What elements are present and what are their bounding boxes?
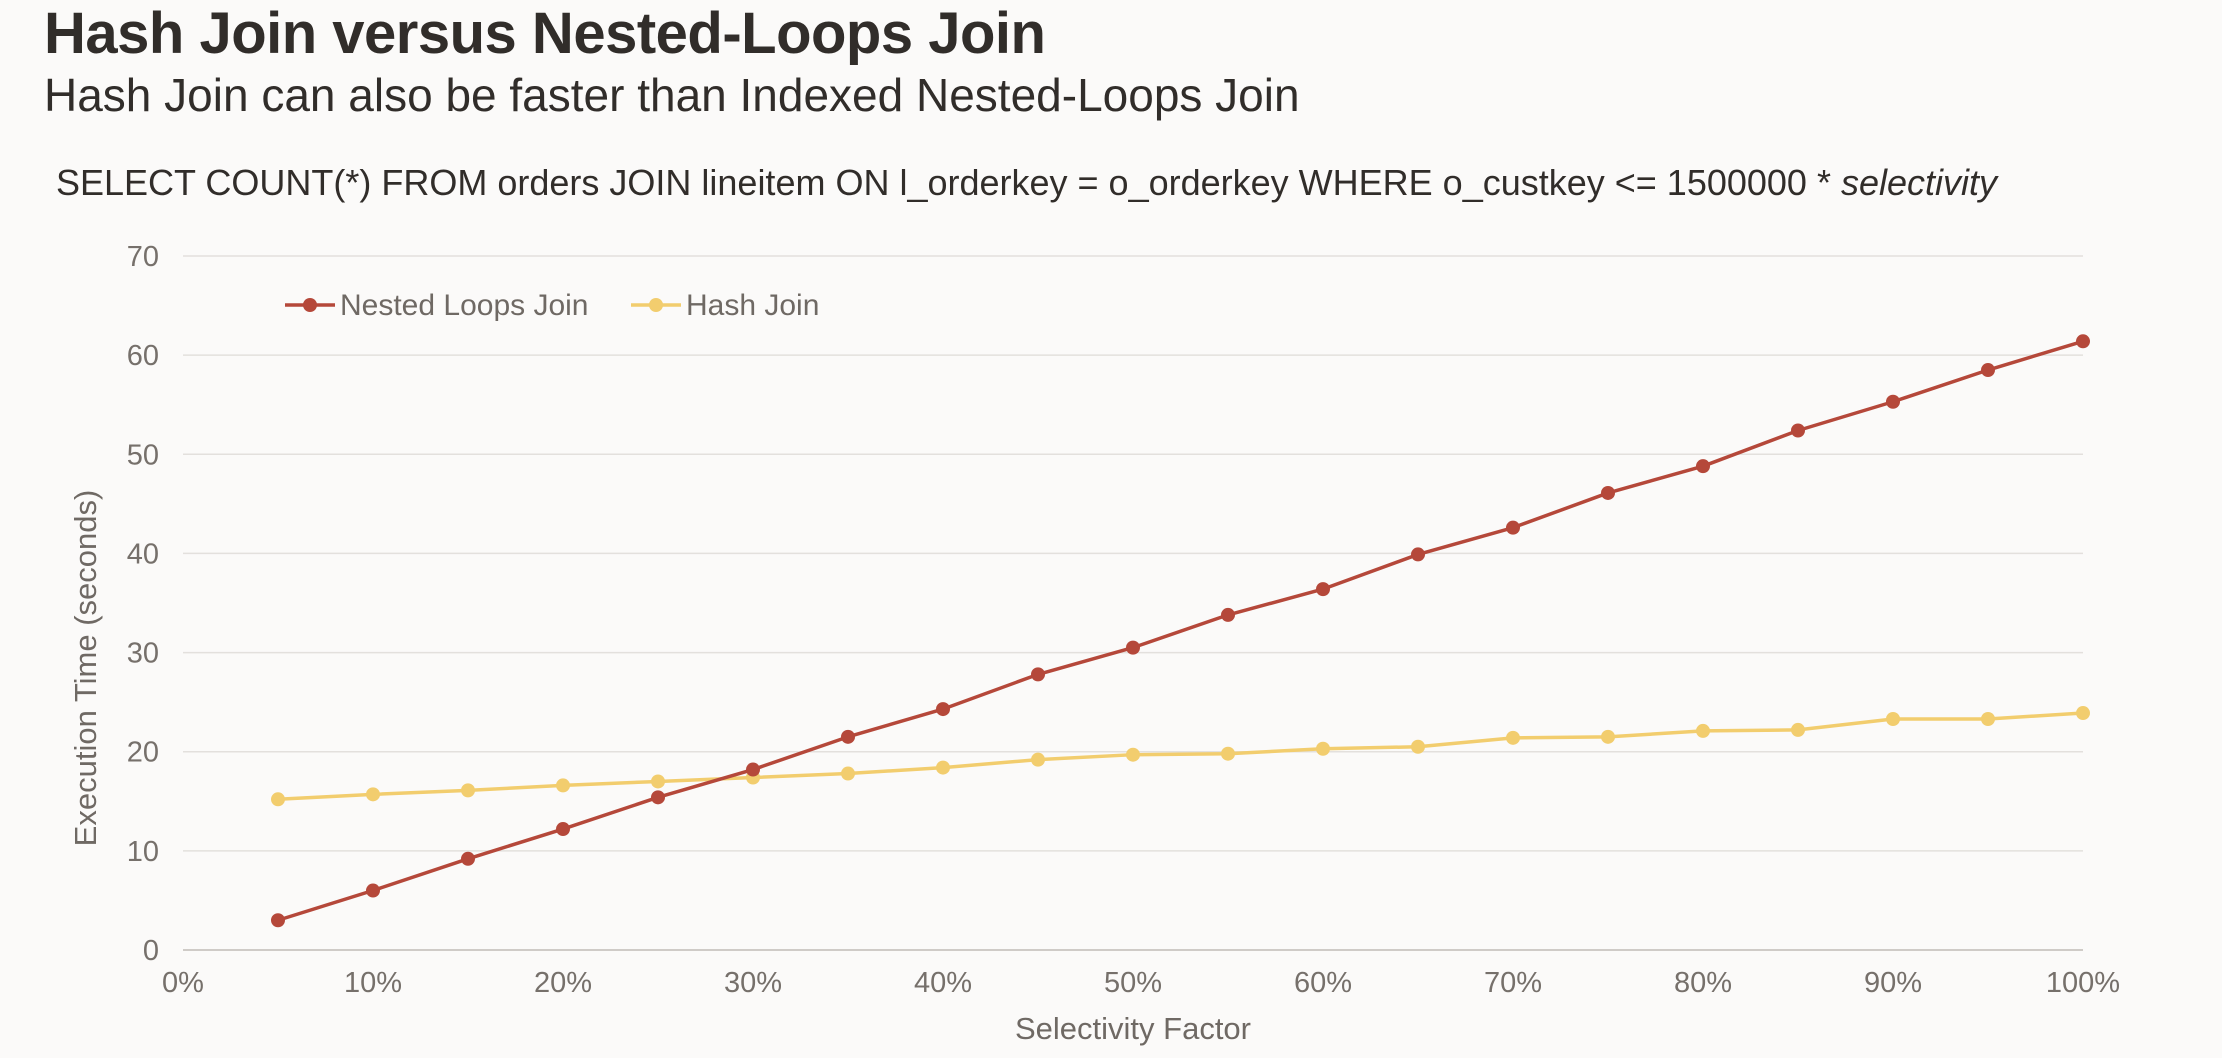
hash-join-point	[1316, 741, 1330, 756]
nested-loops-join-point	[1031, 667, 1045, 682]
nested-loops-join-point	[651, 790, 665, 805]
x-tick-label: 30%	[724, 967, 782, 999]
y-tick-label: 70	[127, 241, 159, 273]
y-tick-label: 50	[127, 439, 159, 471]
y-tick-label: 60	[127, 340, 159, 372]
nested-loops-join-point	[1316, 582, 1330, 597]
hash-join-point	[1221, 746, 1235, 761]
nested-loops-join-point	[1506, 520, 1520, 535]
nested-loops-join-point	[1886, 394, 1900, 409]
x-tick-label: 10%	[344, 967, 402, 999]
x-tick-label: 60%	[1294, 967, 1352, 999]
nested-loops-join-point	[1221, 607, 1235, 622]
hash-join-point	[1696, 723, 1710, 738]
hash-join-point	[556, 778, 570, 793]
y-tick-label: 40	[127, 538, 159, 570]
nested-loops-join-point	[2076, 334, 2090, 349]
sql-query-italic: selectivity	[1840, 162, 1998, 203]
nested-loops-join-line	[277, 339, 2084, 922]
y-tick-label: 20	[127, 737, 159, 769]
nested-loops-join-point	[746, 762, 760, 777]
hash-join-point	[1031, 752, 1045, 767]
y-axis-title: Execution Time (seconds)	[68, 490, 103, 847]
nested-loops-join-point	[1411, 547, 1425, 562]
x-tick-label: 80%	[1674, 967, 1732, 999]
hash-join-point	[2076, 706, 2090, 721]
hash-join-point	[841, 766, 855, 781]
nested-loops-join-point	[1981, 363, 1995, 378]
hash-join-point	[651, 774, 665, 789]
legend: Nested Loops Join Hash Join	[285, 289, 819, 322]
hash-join-point	[366, 787, 380, 802]
x-tick-label: 0%	[162, 967, 204, 999]
nested-loops-join-point	[1126, 640, 1140, 655]
hash-join-point	[1126, 747, 1140, 762]
legend-label-nested-loops-join: Nested Loops Join	[340, 289, 589, 322]
hash-join-point	[1601, 729, 1615, 744]
hash-join-point	[1886, 711, 1900, 726]
x-tick-label: 50%	[1104, 967, 1162, 999]
nested-loops-join-point	[841, 729, 855, 744]
slide-title: Hash Join versus Nested-Loops Join	[44, 1, 1046, 66]
slide-subtitle: Hash Join can also be faster than Indexe…	[44, 69, 1300, 121]
nested-loops-join-point	[366, 883, 380, 898]
nested-loops-join-point	[936, 702, 950, 717]
x-tick-label: 100%	[2046, 967, 2120, 999]
hash-join-point	[1981, 711, 1995, 726]
series	[271, 334, 2090, 928]
nested-loops-join-point	[1791, 423, 1805, 438]
x-tick-label: 20%	[534, 967, 592, 999]
hash-join-point	[936, 760, 950, 775]
y-tick-label: 10	[127, 836, 159, 868]
x-tick-label: 90%	[1864, 967, 1922, 999]
hash-join-point	[271, 792, 285, 807]
legend-marker-hash-join	[649, 298, 663, 312]
nested-loops-join-point	[271, 913, 285, 928]
hash-join-line	[277, 711, 2084, 802]
nested-loops-join-point	[556, 822, 570, 837]
x-tick-label: 40%	[914, 967, 972, 999]
hash-join-point	[461, 783, 475, 798]
hash-join-point	[1506, 730, 1520, 745]
nested-loops-join-point	[1696, 459, 1710, 474]
hash-join-point	[1791, 722, 1805, 737]
hash-join-point	[1411, 739, 1425, 754]
sql-query-text: SELECT COUNT(*) FROM orders JOIN lineite…	[56, 162, 1841, 203]
nested-loops-join-point	[1601, 485, 1615, 500]
axes: 0 10 20 30 40 50 60 70 0% 10% 20% 30% 40% 50% 60% 70% 80…	[127, 241, 2120, 999]
nested-loops-join-point	[461, 851, 475, 866]
legend-label-hash-join: Hash Join	[686, 289, 819, 322]
x-tick-label: 70%	[1484, 967, 1542, 999]
sql-query: SELECT COUNT(*) FROM orders JOIN lineite…	[56, 162, 1997, 204]
legend-marker-nested-loops-join	[303, 298, 317, 312]
y-tick-label: 0	[143, 935, 159, 967]
x-axis-title: Selectivity Factor	[1015, 1011, 1251, 1046]
y-tick-label: 30	[127, 638, 159, 670]
